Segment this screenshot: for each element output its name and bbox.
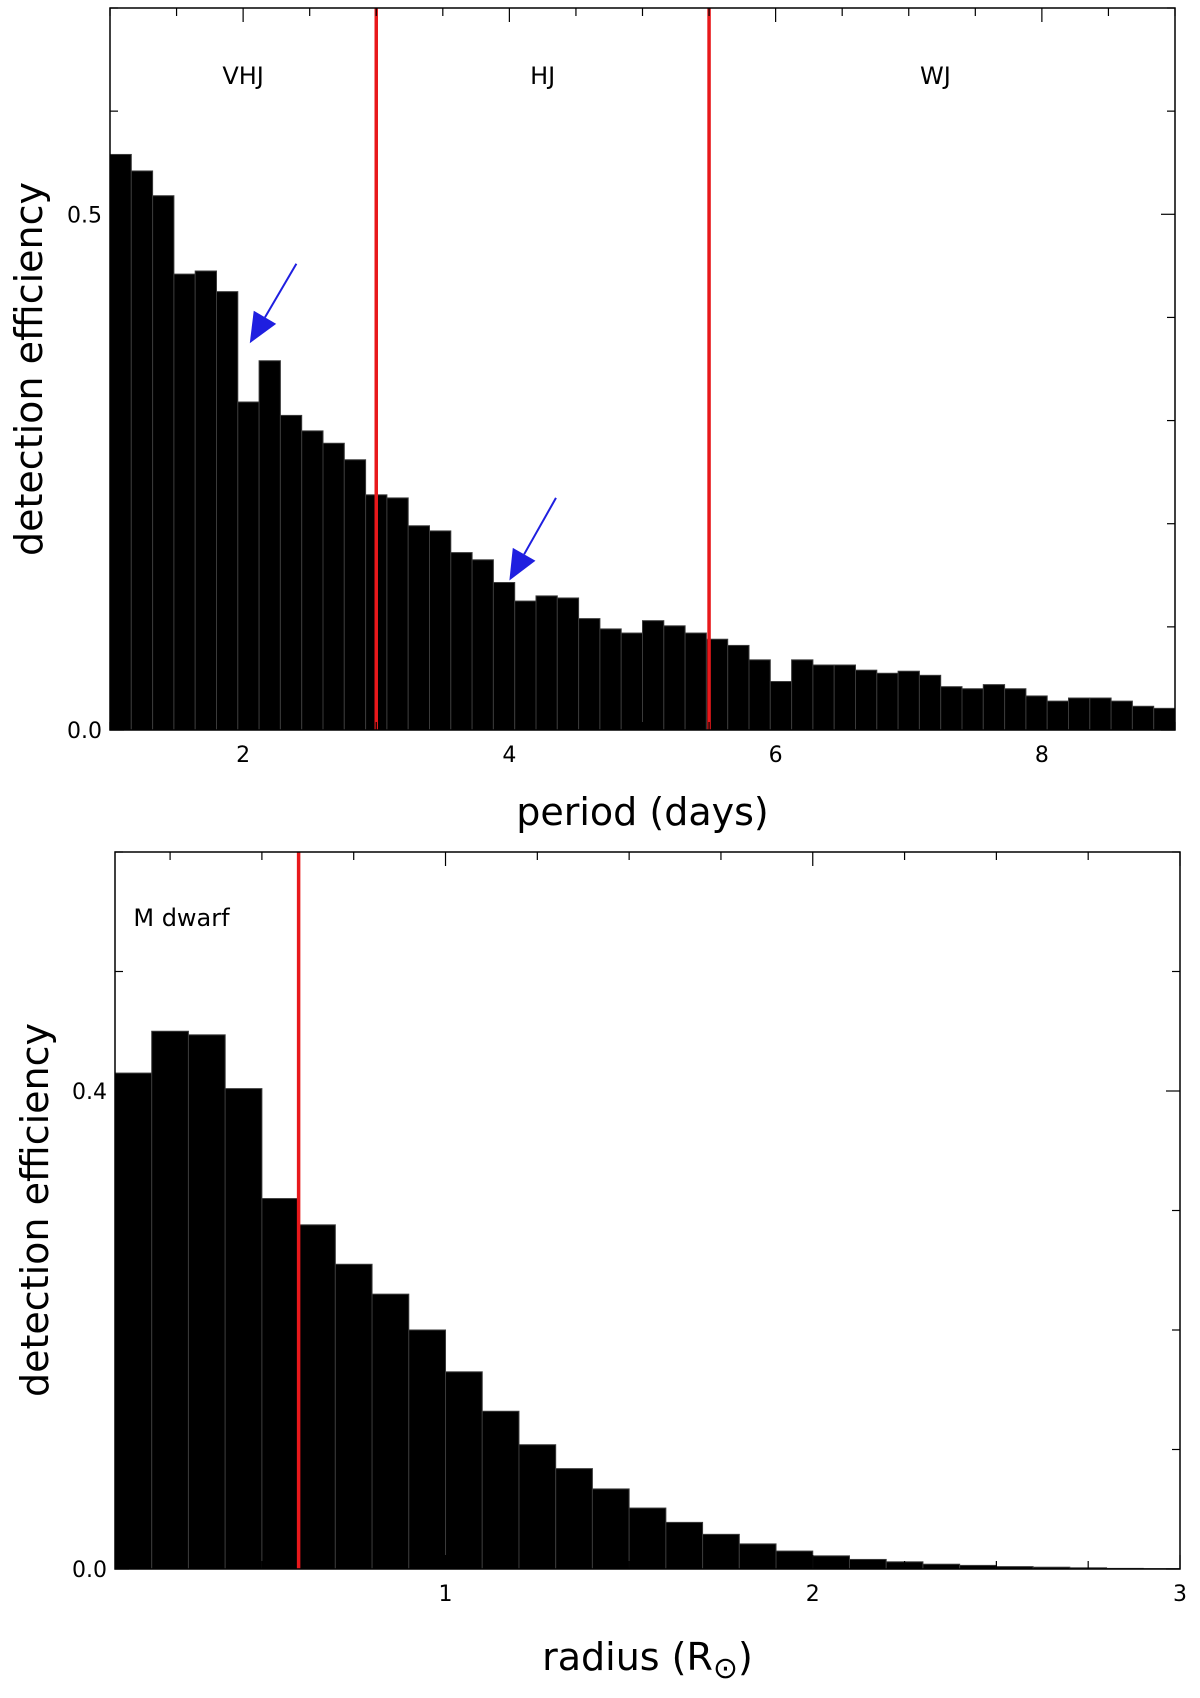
histogram-bar	[642, 620, 665, 731]
histogram-bar	[371, 1293, 410, 1570]
histogram-bar	[429, 530, 452, 731]
histogram-bar	[982, 684, 1006, 731]
histogram-bar	[481, 1410, 520, 1570]
histogram-bar	[748, 659, 771, 731]
region-label: HJ	[530, 62, 555, 90]
histogram-bar	[298, 1224, 336, 1570]
histogram-bar	[1110, 700, 1133, 731]
histogram-bar	[224, 1088, 263, 1570]
x-tick-label: 1	[439, 1582, 453, 1607]
histogram-bar	[130, 170, 154, 731]
histogram-bar	[343, 459, 367, 731]
histogram-bar	[578, 618, 601, 731]
x-axis-label: radius (R⊙)	[542, 1635, 753, 1686]
histogram-bar	[261, 1198, 300, 1570]
histogram-bar	[535, 595, 558, 731]
histogram-bar	[322, 442, 345, 731]
histogram-bar	[812, 664, 835, 731]
histogram-bar	[918, 674, 942, 731]
histogram-bar	[591, 1488, 630, 1570]
histogram-bar	[471, 559, 494, 731]
x-tick-label: 6	[769, 743, 783, 768]
y-tick-label: 0.4	[72, 1080, 107, 1105]
histogram-bar	[940, 686, 963, 731]
histogram-bar	[663, 625, 686, 731]
histogram-bar	[620, 632, 644, 731]
histogram-bar	[812, 1555, 850, 1570]
annotation-arrowhead	[249, 310, 277, 344]
histogram-bar	[173, 273, 196, 731]
histogram-bar	[445, 1371, 483, 1570]
histogram-bar	[738, 1543, 777, 1570]
period-histogram-panel: 2 4 6 8 0.0 0.5 VHJ HJ WJ period (days) detection …	[7, 7, 1176, 834]
histogram-bar	[408, 1329, 447, 1570]
region-label: WJ	[920, 62, 951, 90]
y-tick-label: 0.0	[72, 1558, 107, 1583]
x-tick-label: 2	[806, 1582, 820, 1607]
histogram-bar	[114, 1072, 153, 1570]
histogram-bar	[833, 664, 857, 731]
histogram-bar	[961, 688, 984, 731]
histogram-bar	[855, 669, 878, 731]
x-tick-label: 4	[502, 743, 516, 768]
histogram-bar	[237, 401, 260, 731]
histogram-bar	[876, 672, 899, 731]
x-tick-label: 2	[236, 743, 250, 768]
histogram-bar	[450, 552, 473, 731]
histogram-bar	[727, 644, 750, 731]
histogram-bar	[258, 360, 281, 731]
y-axis-label: detection efficiency	[7, 182, 51, 556]
x-tick-label: 3	[1173, 1582, 1187, 1607]
histogram-bar	[897, 670, 920, 731]
histogram-bar	[769, 681, 793, 731]
annotation-arrowhead	[509, 547, 536, 581]
histogram-bar	[1131, 705, 1155, 731]
histogram-bar	[599, 628, 622, 731]
histogram-bar	[279, 414, 303, 731]
annotation-arrow	[264, 263, 298, 318]
histogram-bar	[665, 1521, 704, 1570]
histogram-bar	[628, 1507, 667, 1570]
histogram-bar	[152, 195, 175, 731]
histogram-bar	[556, 597, 580, 731]
histogram-bar	[216, 291, 239, 731]
histogram-bar	[1025, 695, 1048, 731]
histogram-bar	[791, 659, 814, 731]
histogram-bar	[518, 1444, 557, 1570]
histogram-bar	[492, 582, 516, 731]
histogram-bar	[109, 153, 132, 731]
histogram-bar	[514, 600, 537, 731]
histogram-bar	[194, 270, 217, 731]
histogram-bar	[407, 525, 431, 731]
y-tick-label: 0.5	[67, 203, 102, 228]
histogram-bar	[555, 1468, 593, 1570]
histogram-bar	[775, 1550, 814, 1570]
y-tick-label: 0.0	[67, 719, 102, 744]
histogram-bar	[684, 632, 707, 731]
region-label: VHJ	[222, 62, 264, 90]
histogram-bar	[386, 497, 409, 731]
histogram-bar	[151, 1030, 189, 1570]
annotation-arrow	[523, 497, 557, 555]
y-axis-label: detection efficiency	[13, 1023, 57, 1397]
histogram-bar	[334, 1263, 373, 1570]
histogram-bar	[1068, 697, 1091, 731]
region-label: M dwarf	[133, 904, 230, 932]
histogram-bar	[1004, 688, 1027, 731]
radius-histogram-panel: 1 2 3 0.0 0.4 M dwarf radius (R⊙) detection eff…	[13, 851, 1187, 1686]
histogram-bar	[301, 430, 324, 731]
x-tick-label: 8	[1035, 743, 1049, 768]
histogram-bar	[1046, 700, 1069, 731]
x-axis-label: period (days)	[516, 790, 768, 834]
histogram-bar	[187, 1034, 226, 1570]
histogram-bar	[848, 1558, 887, 1570]
histogram-bar	[1153, 707, 1176, 731]
